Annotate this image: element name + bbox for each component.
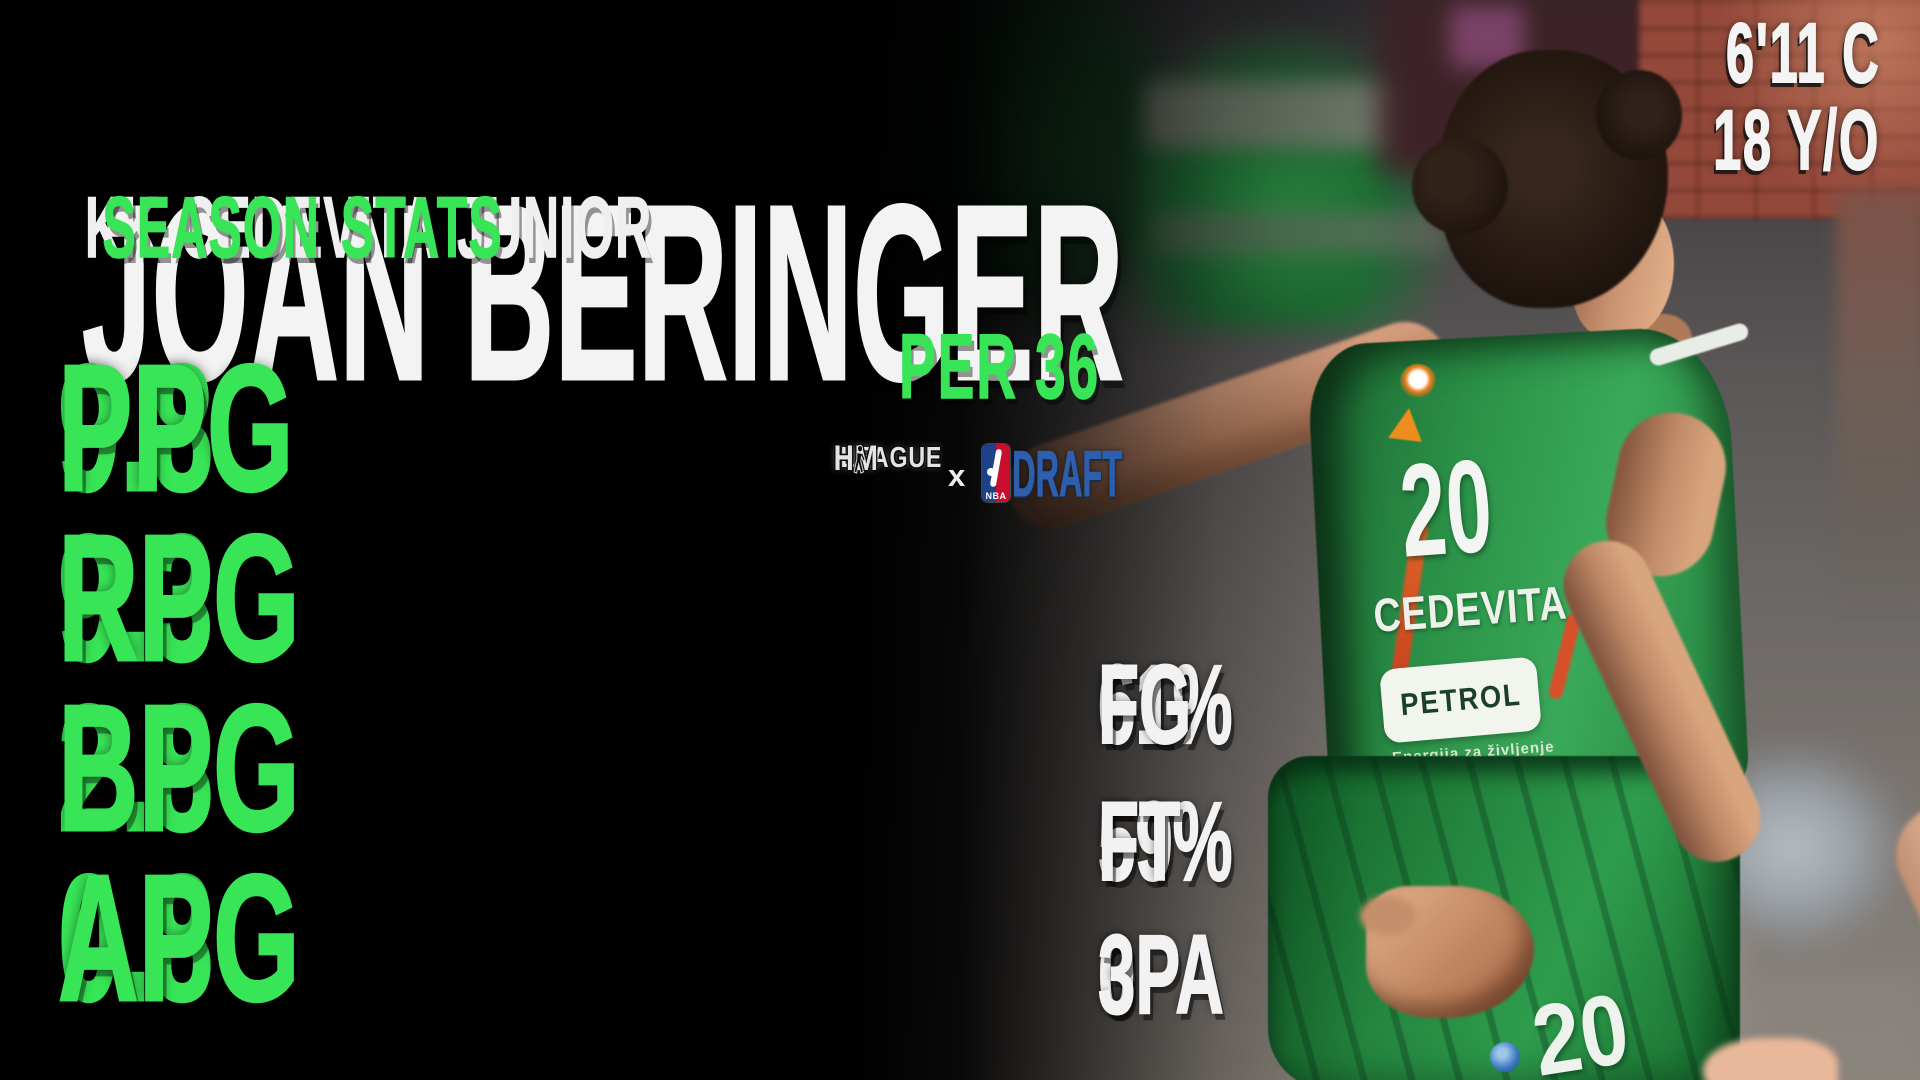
- jersey-sponsor-patch: PETROL: [1379, 656, 1542, 744]
- jersey-team-wordmark: CEDEVITA: [1371, 575, 1569, 642]
- stat-label: BPG: [57, 668, 301, 869]
- team-name: KK CEDEVITA JUNIOR: [85, 180, 653, 276]
- stat-value: 9.3: [57, 498, 214, 699]
- league-ham-player-icon: [853, 444, 866, 474]
- nba-ball-icon: [987, 468, 995, 476]
- draft-wordmark: DRAFT: [1012, 437, 1123, 510]
- stat-label: PPG: [57, 328, 295, 529]
- jersey-sponsor-wordmark: PETROL: [1398, 676, 1523, 723]
- stat-label: FG: [1097, 642, 1192, 767]
- per-mode-label: PER 36: [898, 316, 1100, 418]
- jersey-number: 20: [1395, 431, 1497, 585]
- stat-label: APG: [57, 838, 301, 1039]
- euroleague-patch-icon: [1400, 364, 1436, 398]
- season-stats-label: SEASON STATS: [102, 180, 503, 276]
- stat-value: 59%: [1097, 779, 1233, 904]
- league-ham-h: H: [833, 439, 855, 478]
- stat-value: 61%: [1097, 642, 1233, 767]
- stat-value: 9.8: [57, 328, 214, 529]
- collab-x-label: x: [948, 458, 966, 493]
- height-position-badge: 6'11 C: [1725, 6, 1880, 100]
- nba-logo: NBA: [982, 444, 1010, 502]
- brick-pillar-fade: [1836, 190, 1920, 610]
- stat-value: 0: [1097, 912, 1136, 1037]
- stat-label: FT: [1097, 779, 1181, 904]
- nba-abbr: NBA: [985, 491, 1007, 501]
- stat-label: RPG: [57, 498, 301, 699]
- arena-railing-blur: [1155, 212, 1445, 254]
- stat-value: 0.8: [57, 838, 214, 1039]
- stat-value: 2.8: [57, 668, 214, 869]
- player-name-title: JOAN BERINGER: [81, 152, 1124, 432]
- euroleague-ball-icon: [1490, 1042, 1520, 1072]
- age-badge: 18 Y/O: [1713, 93, 1880, 187]
- stat-label: 3PA: [1097, 912, 1224, 1037]
- shorts-number: 20: [1525, 972, 1636, 1080]
